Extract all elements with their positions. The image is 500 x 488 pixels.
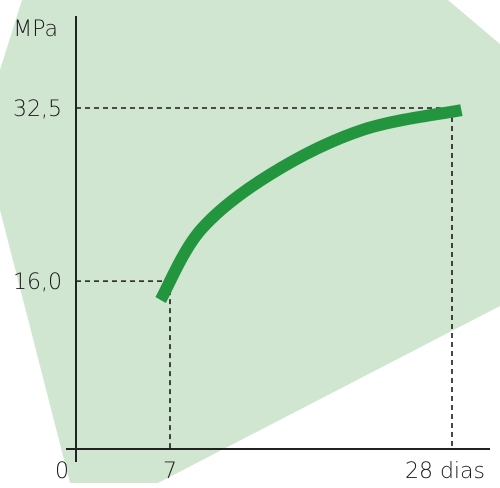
origin-label: 0 — [55, 459, 69, 483]
data-series — [155, 104, 463, 303]
axes — [66, 16, 490, 462]
strength-curve — [155, 104, 463, 303]
guide-lines — [76, 107, 453, 449]
axis-labels: MPa 0 7 28 dias 16,0 32,5 — [13, 17, 485, 484]
y-tick-label-32: 32,5 — [13, 97, 62, 122]
x-tick-label-7: 7 — [163, 459, 177, 483]
y-tick-label-16: 16,0 — [13, 270, 62, 295]
x-tick-label-28: 28 dias — [405, 459, 485, 483]
y-axis-title: MPa — [13, 17, 58, 42]
